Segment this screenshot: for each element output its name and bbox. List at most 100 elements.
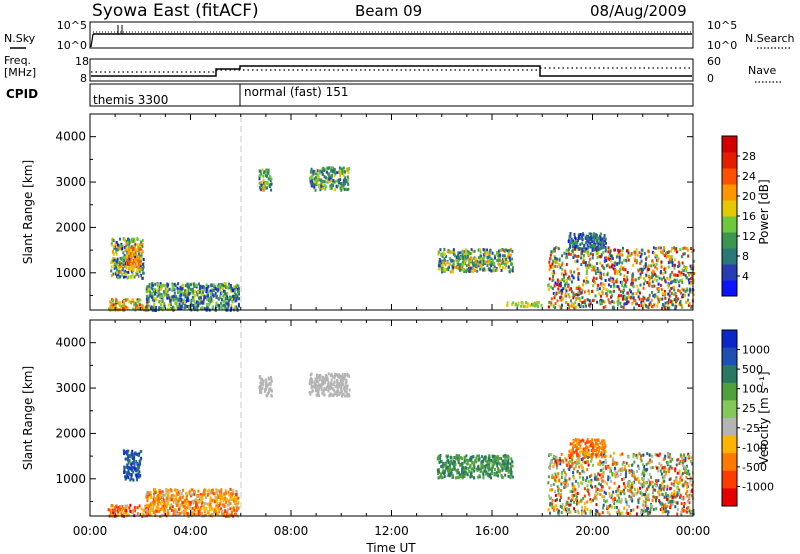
power-cell [160,303,162,307]
power-cell [308,176,311,180]
power-cell [678,264,681,268]
velocity-cell [578,465,581,469]
power-cell [655,274,657,278]
power-region-8 [567,232,607,253]
velocity-cell [488,456,491,460]
velocity-cell [236,502,239,506]
power-cell [592,265,595,269]
power-cell [684,288,687,292]
power-cell [660,265,663,269]
power-cell [685,247,688,250]
power-cell [599,261,602,265]
velocity-cell [115,505,118,509]
power-cell [632,285,635,289]
velocity-cell [190,509,193,513]
freq-tick-bottom: 8 [80,72,87,85]
power-cell [162,290,165,294]
velocity-cell [340,381,343,385]
power-cell [127,237,130,241]
velocity-cell [664,506,667,510]
velocity-cell [673,479,676,483]
power-cell [564,286,567,290]
velocity-cell [202,489,205,493]
power-cell [118,260,121,264]
power-cell [653,284,656,288]
power-cell [563,251,566,255]
velocity-cell [646,487,649,491]
velocity-cell [221,503,224,507]
velocity-cell [205,506,208,510]
power-cell [346,188,349,192]
power-cell [492,266,495,270]
velocity-cell [496,466,499,470]
velocity-cell [500,457,503,461]
velocity-cell [338,393,341,397]
velocity-cell [624,498,627,502]
velocity-cell [319,383,322,387]
power-cell [472,263,475,267]
velocity-cell [607,506,610,510]
velocity-cell [563,485,566,489]
power-cell [635,247,638,251]
power-cell [134,251,137,255]
velocity-cell [552,465,555,468]
power-cell [127,275,130,279]
velocity-cell [554,493,557,497]
velocity-cell [608,492,611,496]
velocity-cell [490,476,493,480]
power-cell [605,241,607,245]
velocity-cell [173,508,176,512]
power-cell [576,259,579,263]
power-cell [235,298,238,302]
power-cell [166,296,169,300]
velocity-cell [452,474,454,478]
power-cell [459,262,462,266]
power-cell [599,234,601,238]
power-cell [231,300,234,304]
velocity-cell [231,498,234,501]
velocity-cell [335,390,338,394]
velocity-cell [228,503,231,507]
power-cell [165,287,168,291]
power-cell [148,282,151,286]
power-cell [480,264,483,268]
power-cell [119,302,122,306]
power-cell [128,242,131,246]
power-cell [670,280,673,284]
velocity-cell [443,469,446,473]
power-cell [478,260,481,264]
power-cell [181,284,184,288]
velocity-cell [312,389,315,393]
velocity-cell [496,464,499,468]
velocity-cell [133,455,136,459]
power-cell [615,280,618,284]
velocity-cell [183,499,186,503]
power-cell [631,292,634,296]
velocity-cell [669,456,672,460]
velocity-cell [127,461,130,465]
velocity-cell [688,509,691,513]
velocity-cell [650,454,653,458]
velocity-cell [167,494,170,498]
velocity-cell [635,492,638,496]
power-cell [187,282,190,286]
power-cell [578,235,581,239]
velocity-cell [324,373,327,377]
power-cell [120,269,123,273]
power-cell [609,249,612,253]
velocity-cell [218,508,221,512]
velocity-cell [626,481,629,485]
power-cell [231,289,234,293]
power-cell [550,285,552,289]
power-cell [125,246,128,250]
power-cell [601,290,604,294]
velocity-cell [262,379,265,383]
velocity-cell [506,463,509,467]
velocity-cell [218,509,221,513]
velocity-cell [627,512,630,515]
velocity-cell [204,501,207,505]
velocity-cell [603,499,605,502]
power-cell [581,296,584,300]
power-cell [602,239,605,243]
